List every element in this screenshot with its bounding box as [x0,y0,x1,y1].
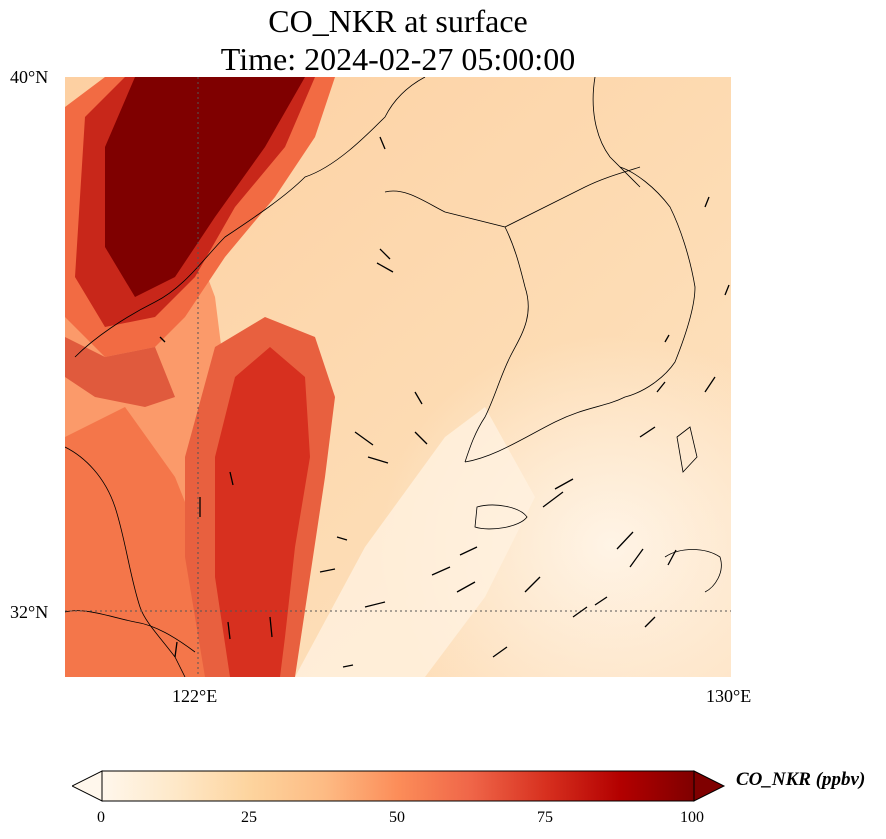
gridlines [65,77,731,677]
colorbar-tick-100: 100 [680,809,704,826]
concentration-field [65,77,731,677]
coastlines [65,77,722,677]
colorbar-gradient [101,770,695,802]
colorbar-tick-50: 50 [389,809,405,826]
colorbar-min-extend [72,770,103,802]
colorbar-tick-0: 0 [97,809,105,826]
lon-tick-122: 122°E [172,686,218,706]
colorbar [72,770,726,802]
colorbar-max-extend [693,770,726,802]
lat-tick-40: 40°N [10,67,49,87]
map-title-line2: Time: 2024-02-27 05:00:00 [220,41,576,77]
wind-vectors [159,136,730,668]
colorbar-tick-25: 25 [241,809,257,826]
colorbar-label: CO_NKR (ppbv) [736,769,866,790]
lat-tick-32: 32°N [10,602,49,622]
map-title-line1: CO_NKR at surface [268,3,528,39]
colorbar-tick-75: 75 [537,809,553,826]
map-panel[interactable] [65,77,731,677]
lon-tick-130: 130°E [706,686,752,706]
